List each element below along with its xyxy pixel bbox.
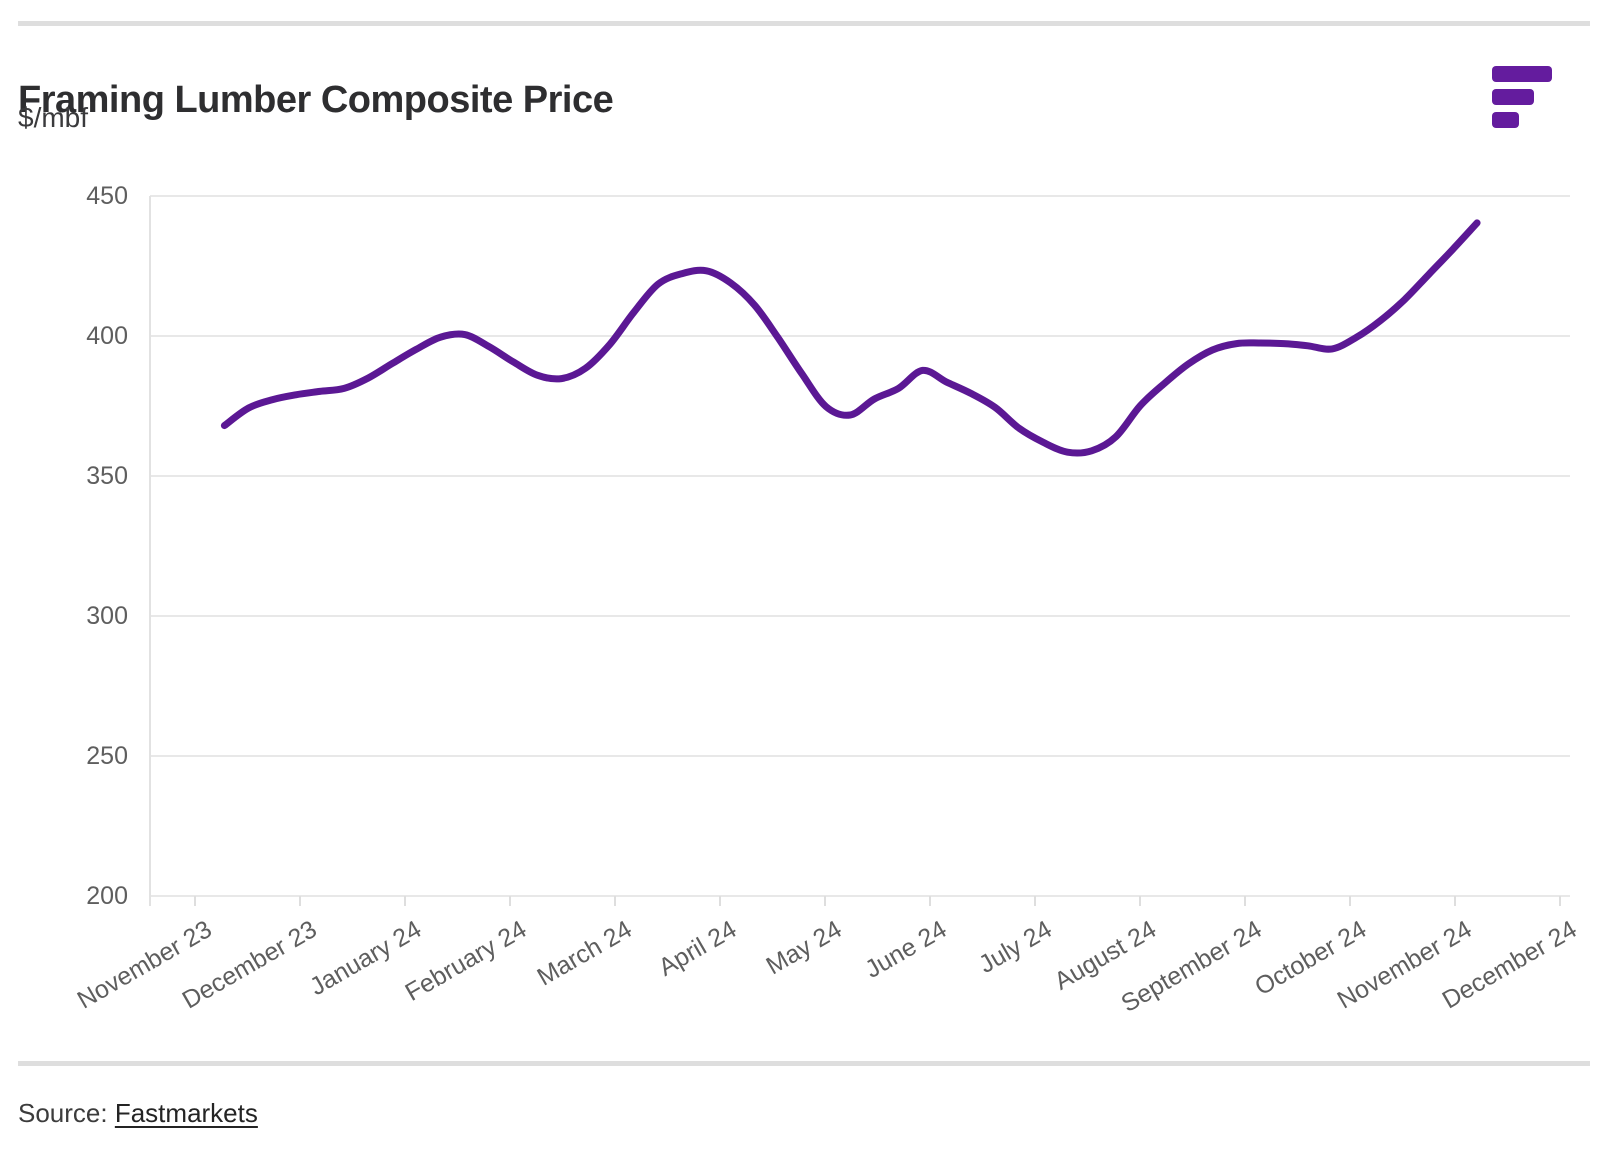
source-label: Source: <box>18 1098 108 1128</box>
y-axis-label: 200 <box>86 882 128 910</box>
source-line: Source: Fastmarkets <box>18 1098 258 1129</box>
fastmarkets-logo-icon <box>1491 65 1555 136</box>
price-line <box>220 219 1481 457</box>
fastmarkets-logo-svg <box>1492 66 1552 128</box>
bottom-divider <box>18 1061 1590 1066</box>
y-axis-label: 350 <box>86 462 128 490</box>
source-link[interactable]: Fastmarkets <box>114 1098 258 1128</box>
y-axis-label: 450 <box>86 182 128 210</box>
y-axis-label: 400 <box>86 322 128 350</box>
chart-unit-subtitle: $/mbf <box>18 102 89 133</box>
chart-title: Framing Lumber Composite Price <box>18 79 614 122</box>
top-divider <box>18 21 1590 26</box>
y-axis-label: 300 <box>86 602 128 630</box>
y-axis-label: 250 <box>86 742 128 770</box>
